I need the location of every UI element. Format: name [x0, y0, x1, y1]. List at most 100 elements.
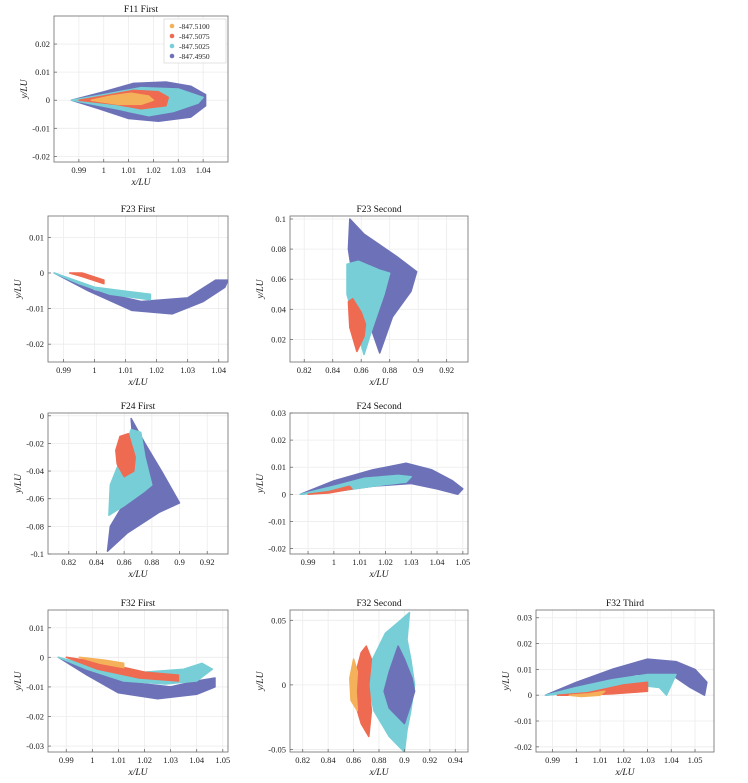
- legend-entry: -847.5100: [179, 22, 210, 31]
- series-layer: [70, 81, 207, 123]
- y-axis-label: y/LU: [14, 670, 24, 691]
- legend-marker: [169, 33, 175, 39]
- y-axis-label: y/LU: [14, 473, 24, 494]
- x-tick-label: 1: [92, 365, 96, 375]
- x-tick-label: 1.05: [215, 755, 230, 765]
- y-tick-label: -0.02: [268, 544, 286, 554]
- legend-marker: [169, 53, 175, 59]
- series-region: [349, 658, 359, 712]
- x-tick-label: 0.88: [372, 755, 387, 765]
- y-tick-label: 0.02: [517, 639, 532, 649]
- y-tick-label: 0: [40, 652, 44, 662]
- x-tick-label: 0.82: [297, 365, 312, 375]
- x-axis-label: x/LU: [369, 570, 390, 580]
- x-tick-label: 1.01: [111, 755, 126, 765]
- x-tick-label: 0.99: [301, 557, 316, 567]
- axes-frame: [289, 412, 469, 555]
- plot-area: [48, 216, 228, 362]
- x-tick-label: 1.01: [118, 365, 133, 375]
- legend-entry: -847.5075: [179, 32, 210, 41]
- axes-frame: [53, 15, 229, 163]
- x-tick-label: 0.99: [56, 365, 71, 375]
- panel-f32-third: 0.99 1 1.01 1.02 1.03 1.04 1.05 -0.02 -0.01 0 0.01…: [502, 599, 715, 778]
- x-axis-label: x/LU: [128, 378, 149, 388]
- chart-title: F32 Second: [356, 599, 401, 609]
- y-tick-label: 0.02: [271, 334, 286, 344]
- series-region: [352, 645, 373, 738]
- legend-box: [163, 18, 227, 64]
- y-tick-label: -0.02: [26, 339, 44, 349]
- axes-frame: [535, 609, 715, 753]
- y-axis-label: y/LU: [20, 78, 30, 99]
- x-tick-label: 1.03: [171, 165, 186, 175]
- panel-f24-second: 0.99 1 1.01 1.02 1.03 1.04 1.05 -0.02 -0.01 0 0.01…: [256, 402, 470, 580]
- x-tick-label: 1.05: [455, 557, 470, 567]
- panel-f23-second: 0.82 0.84 0.86 0.88 0.9 0.92 0.02 0.04 0.06 0.08 0…: [256, 205, 469, 388]
- x-tick-label: 1.03: [404, 557, 419, 567]
- chart-title: F24 Second: [356, 402, 401, 412]
- x-tick-label: 0.88: [144, 557, 159, 567]
- series-layer: [349, 611, 416, 752]
- legend-entry: -847.4950: [179, 52, 210, 61]
- series-region: [53, 272, 152, 301]
- y-tick-label: 0.01: [271, 462, 286, 472]
- x-tick-label: 1.04: [430, 557, 446, 567]
- x-tick-label: 1: [90, 755, 94, 765]
- series-layer: [53, 272, 228, 315]
- y-tick-label: 0.02: [271, 435, 286, 445]
- x-tick-label: 0.84: [89, 557, 105, 567]
- y-tick-label: -0.02: [32, 151, 50, 161]
- x-tick-label: 1.01: [121, 165, 136, 175]
- y-axis-label: y/LU: [256, 473, 266, 494]
- y-tick-label: 0.04: [271, 304, 287, 314]
- x-tick-label: 0.88: [382, 365, 397, 375]
- y-tick-label: 0: [46, 95, 50, 105]
- y-tick-label: 0.06: [271, 274, 286, 284]
- y-tick-label: -0.04: [26, 466, 44, 476]
- x-tick-label: 0.84: [325, 365, 341, 375]
- series-layer: [299, 462, 464, 496]
- y-tick-label: -0.02: [26, 712, 44, 722]
- legend: -847.5100-847.5075-847.5025-847.4950: [163, 18, 227, 64]
- y-tick-label: 0.01: [29, 232, 44, 242]
- x-tick-label: 0.92: [439, 365, 454, 375]
- y-tick-label: 0: [282, 489, 286, 499]
- y-tick-label: 0.01: [517, 664, 532, 674]
- y-tick-label: -0.08: [26, 521, 44, 531]
- y-axis-label: y/LU: [256, 670, 266, 691]
- series-region: [115, 432, 136, 478]
- y-tick-label: -0.1: [31, 549, 44, 559]
- x-tick-label: 1.03: [180, 365, 195, 375]
- y-tick-label: -0.01: [268, 516, 286, 526]
- x-tick-label: 1.01: [593, 755, 608, 765]
- y-tick-label: 0.01: [29, 623, 44, 633]
- y-tick-label: -0.02: [26, 438, 44, 448]
- x-tick-label: 1.02: [137, 755, 152, 765]
- x-tick-label: 1.03: [640, 755, 655, 765]
- legend-entry: -847.5025: [179, 42, 210, 51]
- y-axis-label: y/LU: [502, 670, 512, 691]
- panel-f32-second: 0.82 0.84 0.86 0.88 0.9 0.92 0.94 -0.05 0 0.05 F32…: [256, 599, 469, 778]
- series-region: [68, 272, 105, 285]
- y-tick-label: 0.02: [35, 39, 50, 49]
- series-layer: [57, 656, 216, 700]
- chart-title: F23 First: [121, 205, 156, 215]
- panel-f24-first: 0.82 0.84 0.86 0.88 0.9 0.92 -0.1 -0.08 -0.06 -0.…: [14, 402, 229, 580]
- axes-frame: [47, 412, 229, 555]
- x-tick-label: 1.04: [664, 755, 680, 765]
- y-axis-label: y/LU: [256, 278, 266, 299]
- x-tick-label: 0.9: [174, 557, 185, 567]
- y-tick-label: 0.05: [271, 615, 286, 625]
- y-tick-label: 0: [528, 690, 532, 700]
- legend-marker: [169, 23, 175, 29]
- x-tick-label: 0.86: [117, 557, 132, 567]
- x-tick-label: 1.04: [211, 365, 227, 375]
- y-tick-label: -0.01: [26, 304, 44, 314]
- y-tick-label: -0.01: [32, 123, 50, 133]
- chart-title: F23 Second: [356, 205, 401, 215]
- axes-frame: [289, 215, 469, 363]
- x-axis-label: x/LU: [131, 178, 152, 188]
- y-tick-label: 0.03: [271, 408, 286, 418]
- y-tick-label: -0.01: [26, 682, 44, 692]
